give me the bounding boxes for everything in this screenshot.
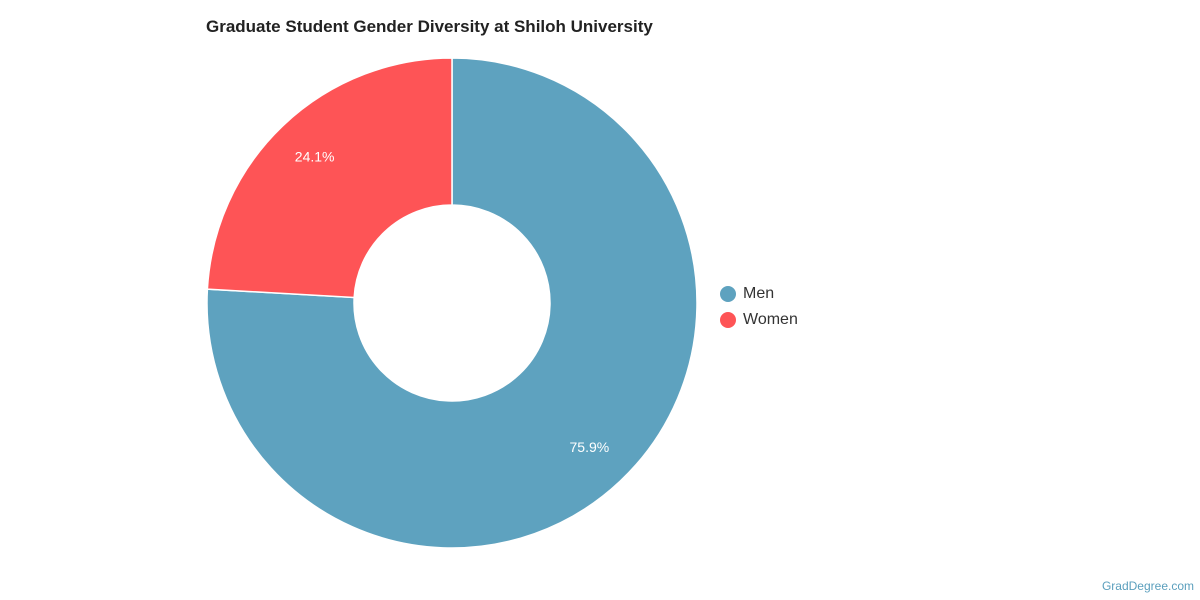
slice-label-group: 75.9% 24.1%: [295, 148, 609, 455]
credit-link[interactable]: GradDegree.com: [1101, 579, 1194, 593]
slice-men[interactable]: [206, 57, 698, 549]
slice-women[interactable]: [206, 57, 453, 299]
legend-swatch-women: [720, 312, 736, 328]
legend-swatch-men: [720, 286, 736, 302]
legend-item-men[interactable]: Men: [720, 281, 798, 307]
slice-label-men: 75.9%: [570, 439, 610, 455]
legend-item-women[interactable]: Women: [720, 307, 798, 333]
slice-group: [206, 57, 698, 549]
legend-label-women: Women: [743, 311, 798, 328]
slice-label-women: 24.1%: [295, 148, 335, 164]
chart-title: Graduate Student Gender Diversity at Shi…: [206, 17, 653, 36]
legend: Men Women: [720, 281, 798, 333]
legend-label-men: Men: [743, 285, 775, 302]
